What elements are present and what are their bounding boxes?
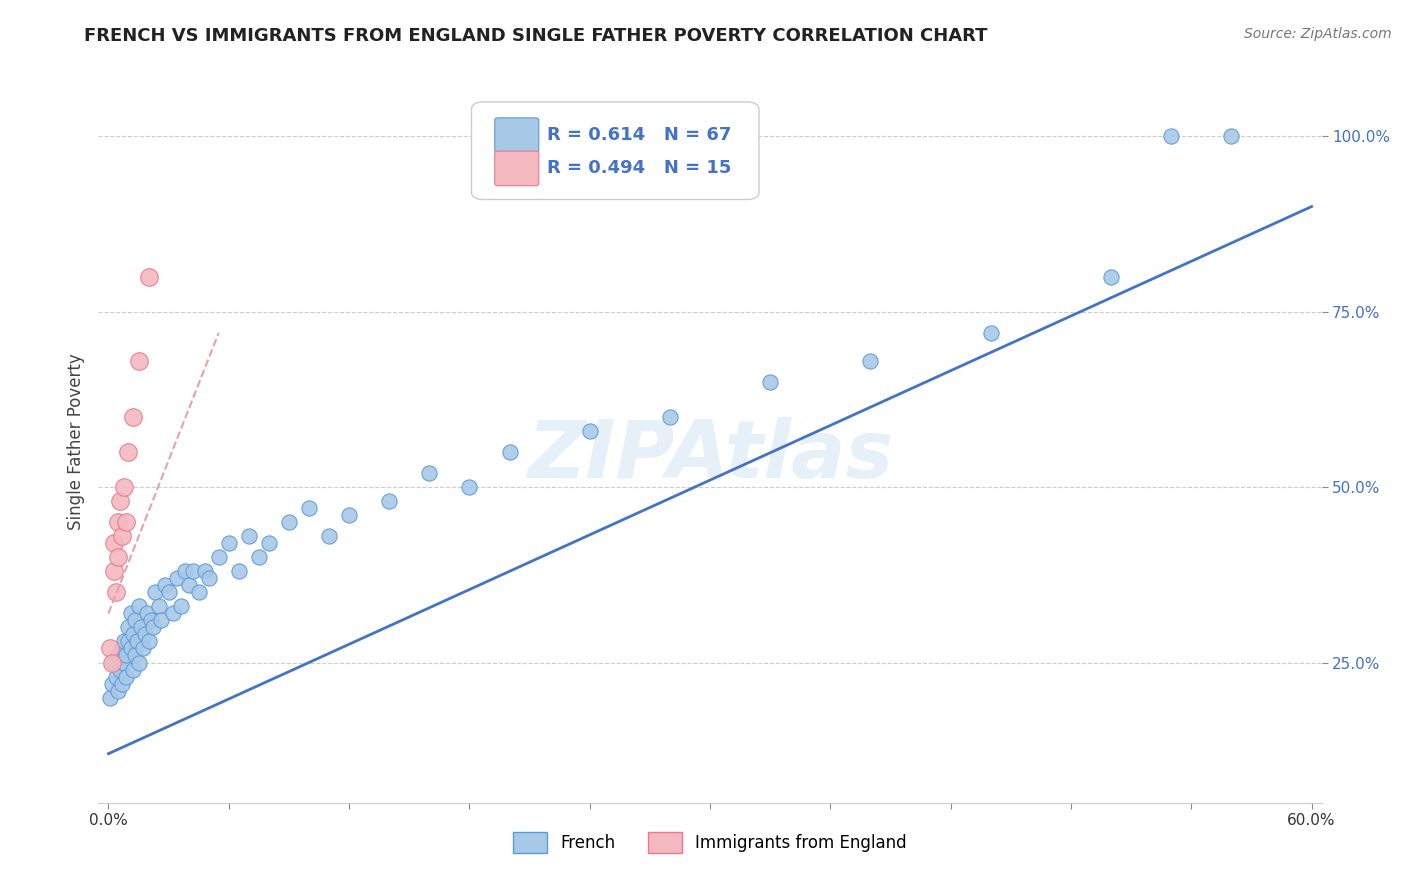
Point bbox=[107, 683, 129, 698]
Y-axis label: Single Father Poverty: Single Father Poverty bbox=[66, 353, 84, 530]
Point bbox=[117, 620, 139, 634]
Point bbox=[103, 656, 125, 670]
Point bbox=[110, 663, 132, 677]
Point bbox=[162, 607, 184, 621]
Point bbox=[124, 614, 146, 628]
Point bbox=[120, 607, 142, 621]
Point bbox=[128, 599, 150, 614]
Point bbox=[117, 634, 139, 648]
Point bbox=[114, 480, 136, 494]
Point bbox=[117, 445, 139, 459]
FancyBboxPatch shape bbox=[495, 118, 538, 153]
Point bbox=[121, 627, 143, 641]
Point bbox=[859, 354, 882, 368]
Text: ZIPAtlas: ZIPAtlas bbox=[527, 417, 893, 495]
Point bbox=[115, 515, 138, 529]
Point bbox=[238, 529, 260, 543]
Point bbox=[418, 466, 440, 480]
Point bbox=[337, 508, 360, 523]
Point bbox=[378, 494, 401, 508]
Point bbox=[149, 614, 172, 628]
Point bbox=[277, 515, 299, 529]
Point bbox=[1099, 269, 1122, 284]
Point bbox=[125, 634, 148, 648]
Point bbox=[114, 634, 136, 648]
Point bbox=[197, 571, 219, 585]
Point bbox=[157, 585, 180, 599]
Point bbox=[121, 663, 143, 677]
FancyBboxPatch shape bbox=[471, 102, 759, 200]
Point bbox=[166, 571, 188, 585]
Point bbox=[128, 656, 150, 670]
Point bbox=[458, 480, 481, 494]
Text: Source: ZipAtlas.com: Source: ZipAtlas.com bbox=[1244, 27, 1392, 41]
Point bbox=[111, 529, 134, 543]
Point bbox=[138, 269, 160, 284]
Point bbox=[120, 641, 142, 656]
Point bbox=[181, 564, 204, 578]
Point bbox=[187, 585, 209, 599]
Point bbox=[194, 564, 217, 578]
Point bbox=[759, 375, 782, 389]
Point bbox=[115, 648, 138, 663]
Point bbox=[228, 564, 250, 578]
Legend: French, Immigrants from England: French, Immigrants from England bbox=[506, 826, 914, 860]
Point bbox=[1220, 129, 1243, 144]
Point bbox=[135, 607, 157, 621]
Point bbox=[169, 599, 191, 614]
Point bbox=[498, 445, 520, 459]
Point bbox=[138, 634, 160, 648]
Point bbox=[100, 641, 122, 656]
Point bbox=[658, 409, 681, 424]
Point bbox=[298, 501, 321, 516]
Point bbox=[115, 669, 138, 683]
Point bbox=[111, 676, 134, 690]
Point bbox=[247, 550, 270, 565]
Point bbox=[110, 494, 132, 508]
Point bbox=[107, 515, 129, 529]
Point bbox=[1160, 129, 1182, 144]
Point bbox=[107, 648, 129, 663]
Point bbox=[208, 550, 231, 565]
Point bbox=[101, 676, 124, 690]
Point bbox=[578, 424, 600, 438]
Point bbox=[103, 564, 125, 578]
Point bbox=[142, 620, 165, 634]
Point bbox=[124, 648, 146, 663]
Point bbox=[101, 656, 124, 670]
Text: R = 0.614   N = 67: R = 0.614 N = 67 bbox=[547, 126, 731, 145]
Point bbox=[134, 627, 156, 641]
Point bbox=[107, 550, 129, 565]
Point bbox=[129, 620, 152, 634]
Point bbox=[218, 536, 240, 550]
Point bbox=[318, 529, 340, 543]
Text: R = 0.494   N = 15: R = 0.494 N = 15 bbox=[547, 160, 731, 178]
Point bbox=[105, 585, 128, 599]
Point bbox=[111, 641, 134, 656]
Point bbox=[173, 564, 195, 578]
Point bbox=[100, 690, 122, 705]
Point bbox=[143, 585, 166, 599]
Point bbox=[121, 409, 143, 424]
Point bbox=[103, 536, 125, 550]
FancyBboxPatch shape bbox=[495, 151, 538, 186]
Point bbox=[128, 354, 150, 368]
Point bbox=[105, 669, 128, 683]
Point bbox=[153, 578, 176, 592]
Point bbox=[980, 326, 1002, 340]
Text: FRENCH VS IMMIGRANTS FROM ENGLAND SINGLE FATHER POVERTY CORRELATION CHART: FRENCH VS IMMIGRANTS FROM ENGLAND SINGLE… bbox=[84, 27, 988, 45]
Point bbox=[148, 599, 170, 614]
Point bbox=[177, 578, 200, 592]
Point bbox=[131, 641, 153, 656]
Point bbox=[139, 614, 162, 628]
Point bbox=[257, 536, 280, 550]
Point bbox=[114, 656, 136, 670]
